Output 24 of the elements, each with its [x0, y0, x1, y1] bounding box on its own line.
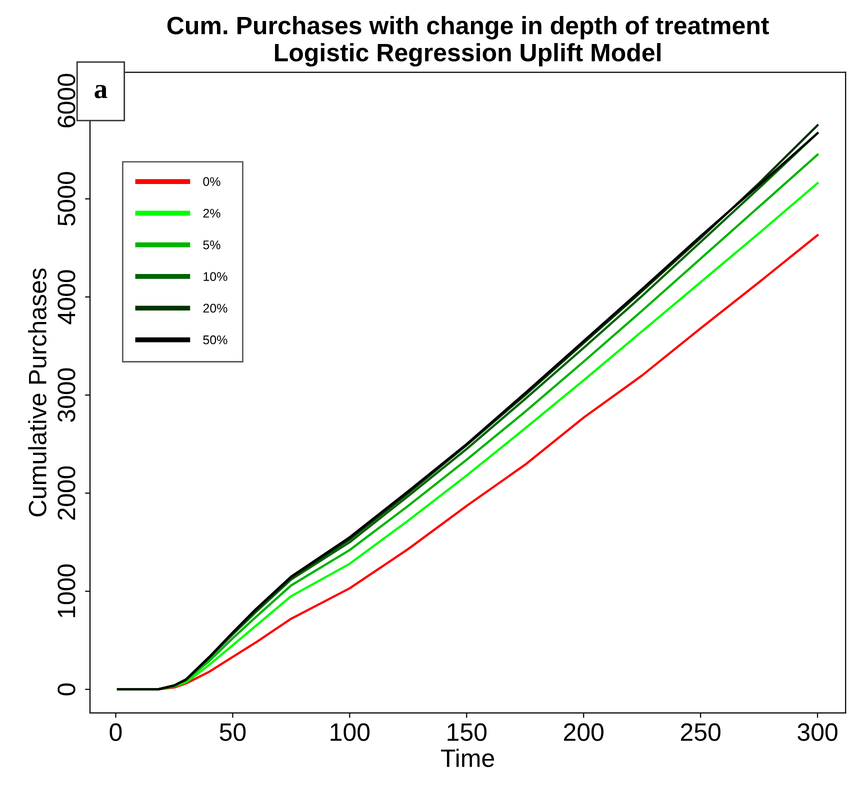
y-tick-label: 6000	[58, 74, 76, 128]
legend-label: 5%	[203, 240, 220, 250]
x-tick-label: 300	[798, 723, 838, 741]
legend-label: 50%	[203, 335, 228, 344]
y-tick-label: 2000	[58, 466, 76, 520]
chart-title: Cum. Purchases with change in depth of treatment Logistic Regression Uplift Model	[167, 16, 769, 66]
x-tick-label: 0	[110, 723, 122, 741]
y-tick-label: 3000	[58, 368, 76, 422]
y-tick-label: 4000	[58, 270, 76, 324]
x-axis-title: Time	[441, 748, 494, 768]
legend-label: 10%	[204, 272, 228, 281]
legend-label: 2%	[203, 208, 220, 218]
y-tick-label: 1000	[58, 564, 76, 618]
x-tick-label: 250	[680, 723, 720, 741]
annotation: a	[94, 84, 108, 98]
y-axis-title: Cumulative Purchases	[28, 268, 46, 516]
legend-label: 0%	[203, 177, 220, 186]
x-tick-label: 100	[330, 723, 370, 741]
x-tick-label: 50	[220, 723, 246, 741]
x-tick-label: 200	[564, 723, 604, 741]
legend-label: 20%	[203, 304, 228, 313]
x-tick-label: 150	[448, 723, 487, 741]
y-tick-label: 0	[58, 683, 76, 696]
y-tick-label: 5000	[58, 172, 76, 226]
